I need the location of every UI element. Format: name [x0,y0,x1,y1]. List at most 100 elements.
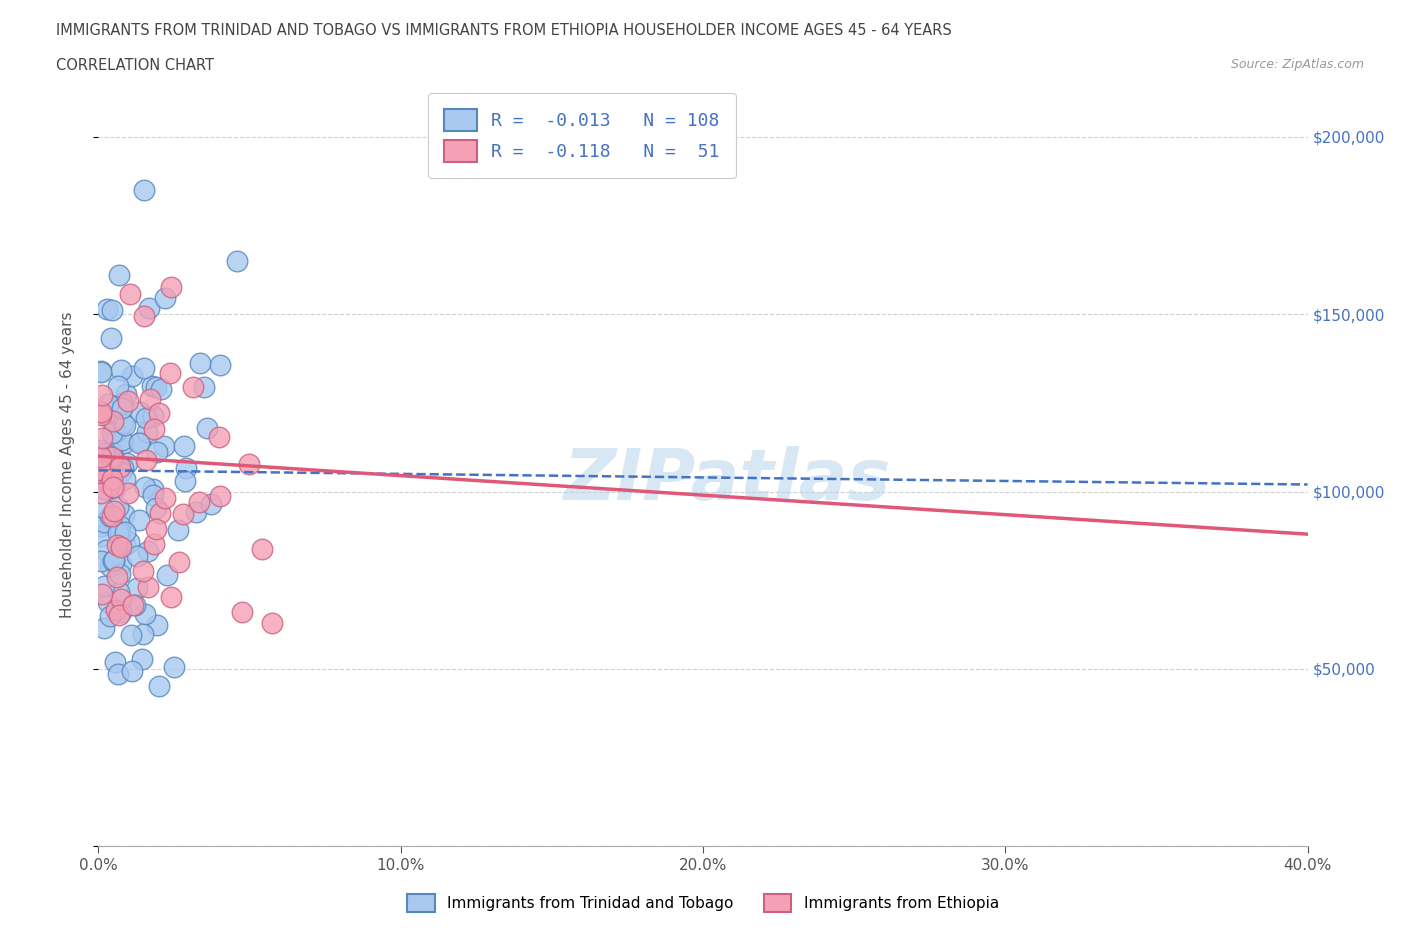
Point [148,406,170,421]
Point [101,425,124,440]
Point [135,453,157,468]
Point [101,302,124,317]
Point [134,361,156,376]
Point [149,505,172,520]
Point [156,567,179,582]
Point [188,355,211,370]
Point [184,505,207,520]
Point [238,457,260,472]
Point [107,525,129,540]
Point [103,552,125,567]
Point [114,472,136,486]
Point [208,430,231,445]
Point [111,395,134,410]
Point [90,554,112,569]
Point [160,590,183,604]
Point [110,540,132,555]
Point [128,512,150,527]
Point [108,566,131,581]
Point [110,525,132,539]
Point [108,459,131,474]
Point [101,509,124,524]
Point [145,522,167,537]
Point [108,607,131,622]
Point [153,491,176,506]
Point [97,595,120,610]
Point [136,543,159,558]
Point [90,473,112,488]
Point [90,519,112,534]
Point [115,387,138,402]
Point [107,268,129,283]
Point [208,357,231,372]
Point [93,515,115,530]
Point [118,286,141,301]
Point [94,482,117,497]
Point [131,652,153,667]
Point [163,659,186,674]
Point [141,379,163,393]
Point [181,379,204,394]
Point [100,454,122,469]
Point [90,486,112,501]
Point [107,379,129,393]
Point [98,509,121,524]
Point [134,606,156,621]
Point [262,616,284,631]
Point [110,363,132,378]
Point [132,564,155,578]
Point [90,466,112,481]
Point [111,401,134,416]
Point [127,548,149,563]
Point [101,472,124,486]
Point [108,539,131,554]
Point [111,415,134,430]
Point [117,486,139,501]
Point [136,579,159,594]
Point [98,477,121,492]
Point [121,663,143,678]
Point [96,301,118,316]
Point [142,537,165,551]
Point [142,482,165,497]
Legend: Immigrants from Trinidad and Tobago, Immigrants from Ethiopia: Immigrants from Trinidad and Tobago, Imm… [401,888,1005,918]
Point [90,462,112,477]
Point [166,523,188,538]
Point [174,473,197,488]
Point [128,435,150,450]
Point [104,480,127,495]
Point [107,500,129,515]
Point [114,538,136,552]
Point [107,667,129,682]
Point [101,479,124,494]
Point [111,460,134,475]
Point [172,507,194,522]
Point [97,397,120,412]
Point [112,436,135,451]
Point [146,618,169,632]
Point [101,445,124,459]
Point [101,553,124,568]
Point [112,507,135,522]
Point [90,405,112,419]
Point [159,280,181,295]
Point [114,418,136,432]
Point [120,628,142,643]
Point [128,435,150,450]
Point [193,379,215,394]
Point [104,655,127,670]
Point [110,432,132,447]
Point [98,608,121,623]
Point [114,525,136,539]
Point [129,405,152,419]
Legend: R =  -0.013   N = 108, R =  -0.118   N =  51: R = -0.013 N = 108, R = -0.118 N = 51 [429,93,735,179]
Point [110,604,132,619]
Point [93,445,115,460]
Point [136,425,159,440]
Point [143,421,166,436]
Point [103,504,125,519]
Point [155,290,177,305]
Point [105,538,128,552]
Point [107,584,129,599]
Point [132,309,155,324]
